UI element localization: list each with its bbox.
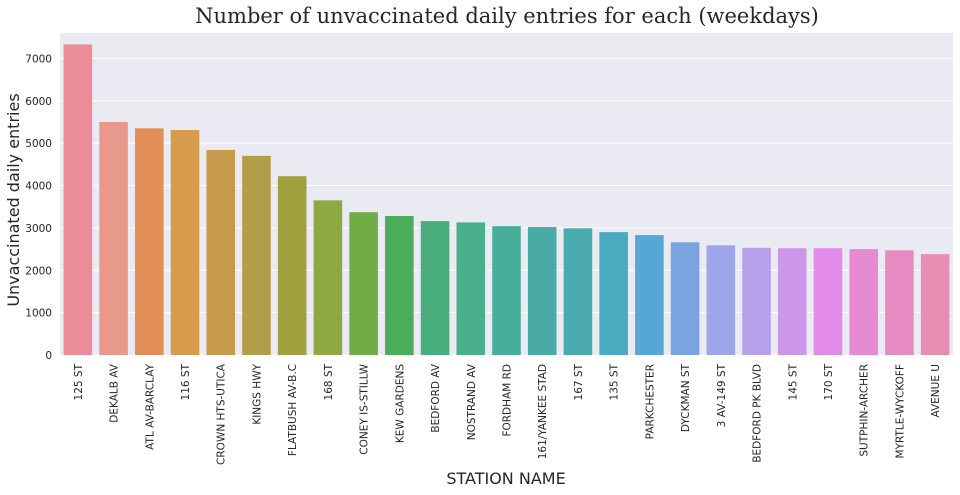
bar: [777, 248, 807, 355]
bar: [63, 44, 93, 355]
bar: [670, 242, 700, 355]
y-tick-label: 5000: [25, 138, 52, 150]
x-tick-label: FORDHAM RD: [502, 364, 514, 437]
x-tick-label: MYRTLE-WYCKOFF: [894, 364, 906, 458]
x-tick-label: 170 ST: [823, 363, 835, 400]
bar: [206, 149, 236, 355]
bar: [277, 176, 307, 355]
x-tick-label: 168 ST: [323, 363, 335, 400]
x-tick-label: KINGS HWY: [251, 363, 263, 424]
bar: [706, 245, 736, 355]
x-tick-label: ATL AV-BARCLAY: [144, 363, 156, 449]
bar: [920, 254, 950, 355]
bar: [885, 250, 914, 355]
y-tick-label: 1000: [25, 308, 52, 320]
x-tick-label: 161/YANKEE STAD: [537, 364, 549, 459]
x-tick-label: AVENUE U: [930, 364, 942, 418]
x-tick-label: BEDFORD AV: [430, 363, 442, 432]
x-tick-label: NOSTRAND AV: [466, 363, 478, 440]
x-tick-label: 116 ST: [180, 363, 192, 400]
x-tick-label: BEDFORD PK BLVD: [752, 364, 764, 463]
x-axis-ticks: 125 ST DEKALB AV ATL AV-BARCLAY 116 ST CROWN…: [73, 363, 942, 465]
bar: [170, 130, 200, 355]
y-tick-label: 0: [45, 350, 52, 362]
bar: [527, 227, 557, 355]
bar: [492, 226, 521, 355]
x-tick-label: PARKCHESTER: [644, 364, 656, 439]
bar: [349, 212, 378, 355]
x-tick-label: CROWN HTS-UTICA: [216, 363, 228, 465]
y-tick-label: 7000: [25, 53, 52, 65]
y-axis-label: Unvaccinated daily entries: [4, 93, 23, 306]
bar: [563, 228, 593, 355]
bar: [742, 247, 771, 355]
x-tick-label: 3 AV-149 ST: [716, 363, 728, 427]
y-tick-label: 2000: [25, 265, 52, 277]
x-tick-label: 167 ST: [573, 363, 585, 400]
y-tick-label: 3000: [25, 223, 52, 235]
bar: [313, 200, 343, 355]
y-tick-label: 4000: [25, 181, 52, 193]
x-tick-label: FLATBUSH AV-B.C: [287, 364, 299, 456]
x-tick-label: DEKALB AV: [109, 363, 121, 423]
bar: [813, 248, 843, 355]
x-tick-label: DYCKMAN ST: [680, 363, 692, 432]
bar: [849, 249, 878, 355]
bar: [99, 121, 128, 355]
bar: [635, 235, 664, 355]
bar: [599, 232, 628, 355]
bar: [242, 155, 271, 355]
bars: [63, 44, 950, 355]
y-tick-label: 6000: [25, 96, 52, 108]
bar: [135, 128, 164, 355]
x-axis-label: STATION NAME: [446, 469, 565, 488]
x-tick-label: 135 ST: [609, 363, 621, 400]
x-tick-label: CONEY IS-STILLW: [359, 363, 371, 454]
x-tick-label: KEW GARDENS: [394, 364, 406, 443]
x-tick-label: SUTPHIN-ARCHER: [859, 364, 871, 457]
y-axis-ticks: 0 1000 2000 3000 4000 5000 6000 7000: [25, 53, 52, 362]
bar: [420, 221, 450, 355]
bar: [456, 222, 486, 355]
x-tick-label: 145 ST: [787, 363, 799, 400]
bar: [385, 216, 414, 355]
chart-title: Number of unvaccinated daily entries for…: [195, 4, 819, 28]
x-tick-label: 125 ST: [73, 363, 85, 400]
